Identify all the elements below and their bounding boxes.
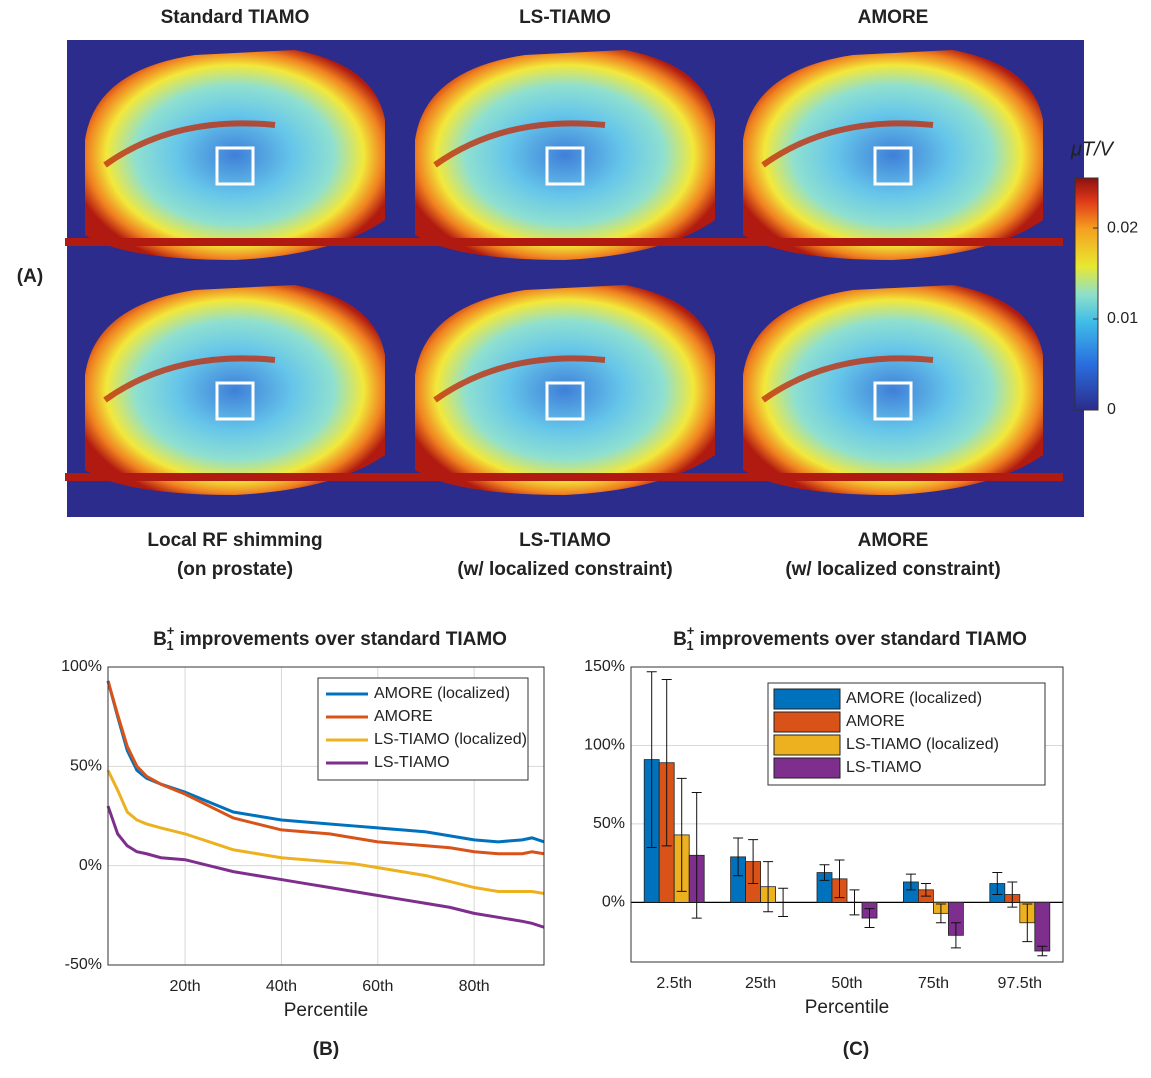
y-tick-label: 0% xyxy=(79,857,102,874)
x-tick-label: 40th xyxy=(266,978,297,995)
legend-swatch xyxy=(774,712,840,732)
y-tick-label: 100% xyxy=(61,658,102,675)
legend-label: LS-TIAMO xyxy=(846,759,922,776)
anatomy-map xyxy=(85,285,385,495)
title-text: improvements over standard TIAMO xyxy=(180,629,507,650)
x-axis-label: Percentile xyxy=(284,1000,369,1021)
x-tick-label: 80th xyxy=(459,978,490,995)
title-symbol: B xyxy=(673,629,687,650)
y-tick-label: 50% xyxy=(593,815,625,832)
chart-title: B+1 improvements over standard TIAMO xyxy=(673,623,1027,653)
legend-label: AMORE (localized) xyxy=(374,685,510,702)
map-title: AMORE xyxy=(858,7,929,28)
map-caption: LS-TIAMO xyxy=(519,530,611,551)
x-tick-label: 50th xyxy=(831,975,862,992)
title-text: improvements over standard TIAMO xyxy=(700,629,1027,650)
x-tick-label: 97.5th xyxy=(998,975,1042,992)
colorbar-tick-label: 0 xyxy=(1107,401,1116,418)
x-tick-label: 25th xyxy=(745,975,776,992)
legend-label: AMORE (localized) xyxy=(846,690,982,707)
legend-label: AMORE xyxy=(846,713,905,730)
figure: (A) Standard TIAMO LS-TIAMO AMORE Local RF s… xyxy=(0,0,1151,1073)
map-caption: Local RF shimming xyxy=(147,530,322,551)
x-tick-label: 2.5th xyxy=(656,975,692,992)
anatomy-map xyxy=(415,285,715,495)
map-caption: (w/ localized constraint) xyxy=(457,559,672,580)
title-superscript: + xyxy=(167,623,175,638)
y-tick-label: -50% xyxy=(65,956,102,973)
legend-label: LS-TIAMO (localized) xyxy=(374,731,527,748)
legend-swatch xyxy=(774,735,840,755)
x-axis-label: Percentile xyxy=(805,997,890,1018)
chart-title: B+1 improvements over standard TIAMO xyxy=(153,623,507,653)
anatomy-map xyxy=(743,50,1043,260)
y-tick-label: 100% xyxy=(584,737,625,754)
map-title: Standard TIAMO xyxy=(161,7,310,28)
panel-label: (A) xyxy=(17,266,43,287)
y-tick-label: 0% xyxy=(602,894,625,911)
map-caption: (on prostate) xyxy=(177,559,293,580)
bar xyxy=(1035,902,1050,951)
table-band xyxy=(65,473,405,481)
colorbar-label: μT/V xyxy=(1070,138,1115,160)
table-band xyxy=(723,473,1063,481)
legend-label: LS-TIAMO xyxy=(374,754,450,771)
anatomy-map xyxy=(415,50,715,260)
y-tick-label: 150% xyxy=(584,658,625,675)
table-band xyxy=(395,473,735,481)
panel-label: (B) xyxy=(313,1039,339,1060)
colorbar-tick-label: 0.01 xyxy=(1107,310,1138,327)
map-title: LS-TIAMO xyxy=(519,7,611,28)
title-symbol: B xyxy=(153,629,167,650)
table-band xyxy=(65,238,405,246)
x-tick-label: 75th xyxy=(918,975,949,992)
table-band xyxy=(723,238,1063,246)
anatomy-map xyxy=(85,50,385,260)
panel-label: (C) xyxy=(843,1039,869,1060)
title-superscript: + xyxy=(687,623,695,638)
map-images xyxy=(65,40,1084,517)
title-subscript: 1 xyxy=(166,638,173,653)
x-tick-label: 60th xyxy=(362,978,393,995)
legend-swatch xyxy=(774,689,840,709)
colorbar-tick-label: 0.02 xyxy=(1107,219,1138,236)
map-caption: (w/ localized constraint) xyxy=(785,559,1000,580)
legend-swatch xyxy=(774,758,840,778)
legend-label: AMORE xyxy=(374,708,433,725)
title-subscript: 1 xyxy=(686,638,693,653)
map-caption: AMORE xyxy=(858,530,929,551)
y-tick-label: 50% xyxy=(70,758,102,775)
colorbar xyxy=(1075,178,1098,410)
table-band xyxy=(395,238,735,246)
anatomy-map xyxy=(743,285,1043,495)
x-tick-label: 20th xyxy=(170,978,201,995)
legend-label: LS-TIAMO (localized) xyxy=(846,736,999,753)
